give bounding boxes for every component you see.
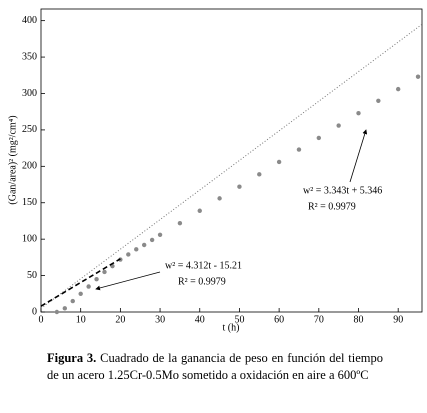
y-tick-label: 50	[27, 270, 37, 281]
x-tick-label: 0	[39, 314, 44, 325]
data-point	[70, 298, 75, 304]
data-point	[237, 184, 242, 189]
data-point	[376, 98, 381, 103]
caption-text: Cuadrado de la ganancia de peso en funci…	[47, 351, 384, 382]
fit-line	[40, 23, 423, 309]
x-tick-label: 40	[195, 314, 205, 325]
data-point	[415, 74, 421, 79]
data-point	[197, 208, 202, 213]
data-point	[86, 284, 91, 289]
y-tick-label: 100	[22, 233, 37, 244]
y-tick-label: 350	[22, 51, 37, 62]
arrow	[349, 129, 368, 183]
data-point	[94, 277, 99, 282]
caption-label: Figura 3.	[47, 351, 97, 365]
arrow	[95, 271, 161, 291]
data-point	[177, 220, 183, 226]
annotation: R² = 0.9979	[178, 276, 226, 287]
data-point	[149, 237, 155, 243]
x-tick-label: 10	[76, 314, 86, 325]
x-tick-label: 60	[274, 314, 284, 325]
data-point	[157, 232, 163, 237]
y-tick-label: 200	[22, 161, 37, 172]
data-point	[78, 291, 83, 296]
y-tick-label: 400	[22, 15, 37, 26]
data-point	[316, 135, 322, 141]
data-point	[356, 110, 361, 116]
x-tick-label: 50	[234, 314, 244, 325]
caption: Figura 3. Cuadrado de la ganancia de pes…	[47, 350, 383, 384]
y-tick-label: 0	[32, 306, 37, 317]
data-point	[296, 147, 302, 152]
data-point	[395, 86, 401, 92]
y-tick-label: 300	[22, 88, 37, 99]
data-point	[54, 309, 60, 315]
data-point	[134, 247, 139, 252]
x-tick-label: 30	[155, 314, 165, 325]
data-point	[257, 172, 262, 177]
x-axis-label: t (h)	[223, 322, 240, 333]
data-point	[336, 123, 341, 128]
x-tick-label: 70	[314, 314, 324, 325]
chart: t (h) (Gan/area)² (mg²/cm⁴) w² = 3.343t …	[7, 8, 423, 333]
annotation: w² = 4.312t - 15.21	[165, 260, 242, 271]
x-tick-label: 80	[354, 314, 364, 325]
data-point	[62, 306, 68, 311]
x-tick-label: 20	[115, 314, 125, 325]
y-tick-label: 250	[22, 124, 37, 135]
plot-frame	[40, 8, 423, 313]
data-point	[126, 252, 131, 257]
data-point	[276, 159, 282, 165]
data-point	[217, 196, 222, 201]
y-axis-label: (Gan/area)² (mg²/cm⁴)	[7, 115, 18, 204]
annotation: R² = 0.9979	[308, 201, 356, 212]
x-tick-label: 90	[393, 314, 403, 325]
annotation: w² = 3.343t + 5.346	[303, 185, 382, 196]
y-tick-label: 150	[22, 197, 37, 208]
data-point	[102, 269, 107, 275]
data-point	[141, 242, 147, 248]
